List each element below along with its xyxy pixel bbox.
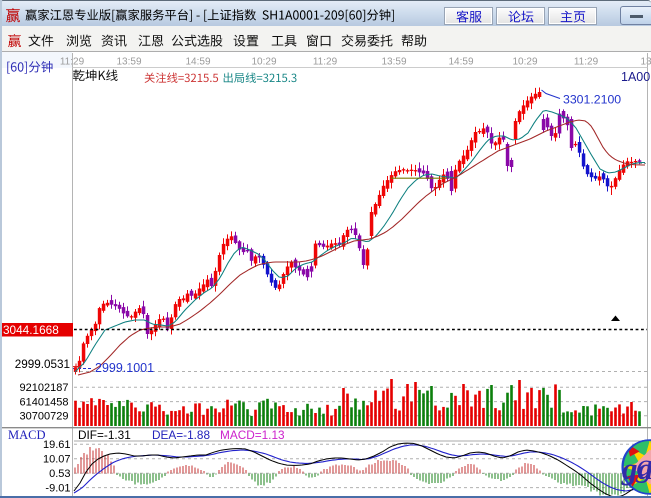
svg-text:3044.1668: 3044.1668 [3,323,59,337]
svg-text:92102187: 92102187 [20,382,69,394]
svg-text:10.07: 10.07 [43,454,71,466]
svg-text:3301.2100: 3301.2100 [563,93,621,107]
svg-text:10:29: 10:29 [512,57,537,68]
svg-text:ga: ga [636,448,651,484]
svg-text:14:59: 14:59 [448,57,473,68]
svg-text:DIF=-1.31: DIF=-1.31 [78,428,131,442]
svg-text:11:29: 11:29 [313,57,338,68]
svg-text:19.61: 19.61 [43,439,71,451]
svg-text:MACD=1.13: MACD=1.13 [220,428,285,442]
svg-text:30700729: 30700729 [20,411,69,423]
svg-text:2999.1001: 2999.1001 [95,361,154,375]
svg-text:ga: ga [621,451,651,486]
svg-text:1A00: 1A00 [621,70,650,84]
svg-text:DEA=-1.88: DEA=-1.88 [152,428,210,442]
svg-text:2999.0531: 2999.0531 [15,358,70,371]
svg-text:13:59: 13:59 [381,57,406,68]
svg-text:14:59: 14:59 [185,57,210,68]
svg-text:61401458: 61401458 [20,397,69,409]
svg-text:13:59: 13:59 [116,57,141,68]
svg-text:-9.01: -9.01 [45,483,70,495]
svg-text:11:29: 11:29 [574,57,599,68]
svg-text:MACD: MACD [8,428,46,442]
svg-text:0.53: 0.53 [49,468,70,480]
svg-text:10:29: 10:29 [251,57,276,68]
svg-text:13:59: 13:59 [640,57,651,68]
